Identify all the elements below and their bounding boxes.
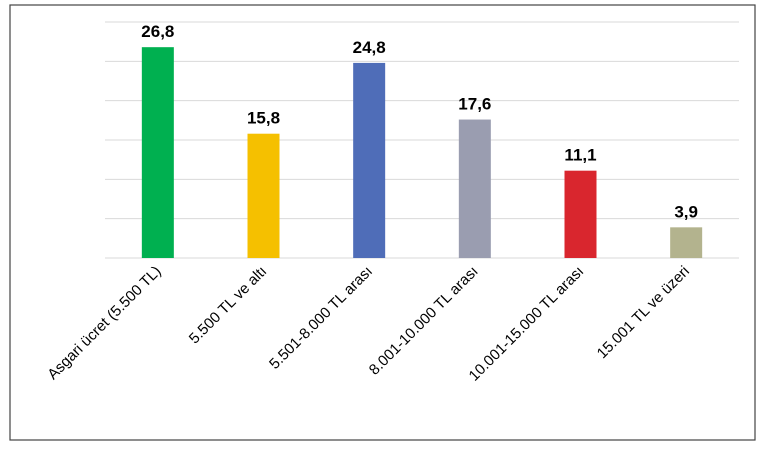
value-label: 17,6 [458, 95, 491, 114]
value-label: 11,1 [564, 146, 596, 165]
bar [564, 170, 597, 258]
value-label: 3,9 [674, 202, 698, 221]
bar [141, 47, 174, 258]
value-label: 24,8 [353, 38, 386, 57]
value-label: 26,8 [141, 22, 174, 41]
bar [670, 227, 703, 258]
bar [247, 133, 280, 258]
value-label: 15,8 [247, 109, 280, 128]
bar [353, 62, 386, 259]
bar [458, 119, 491, 259]
